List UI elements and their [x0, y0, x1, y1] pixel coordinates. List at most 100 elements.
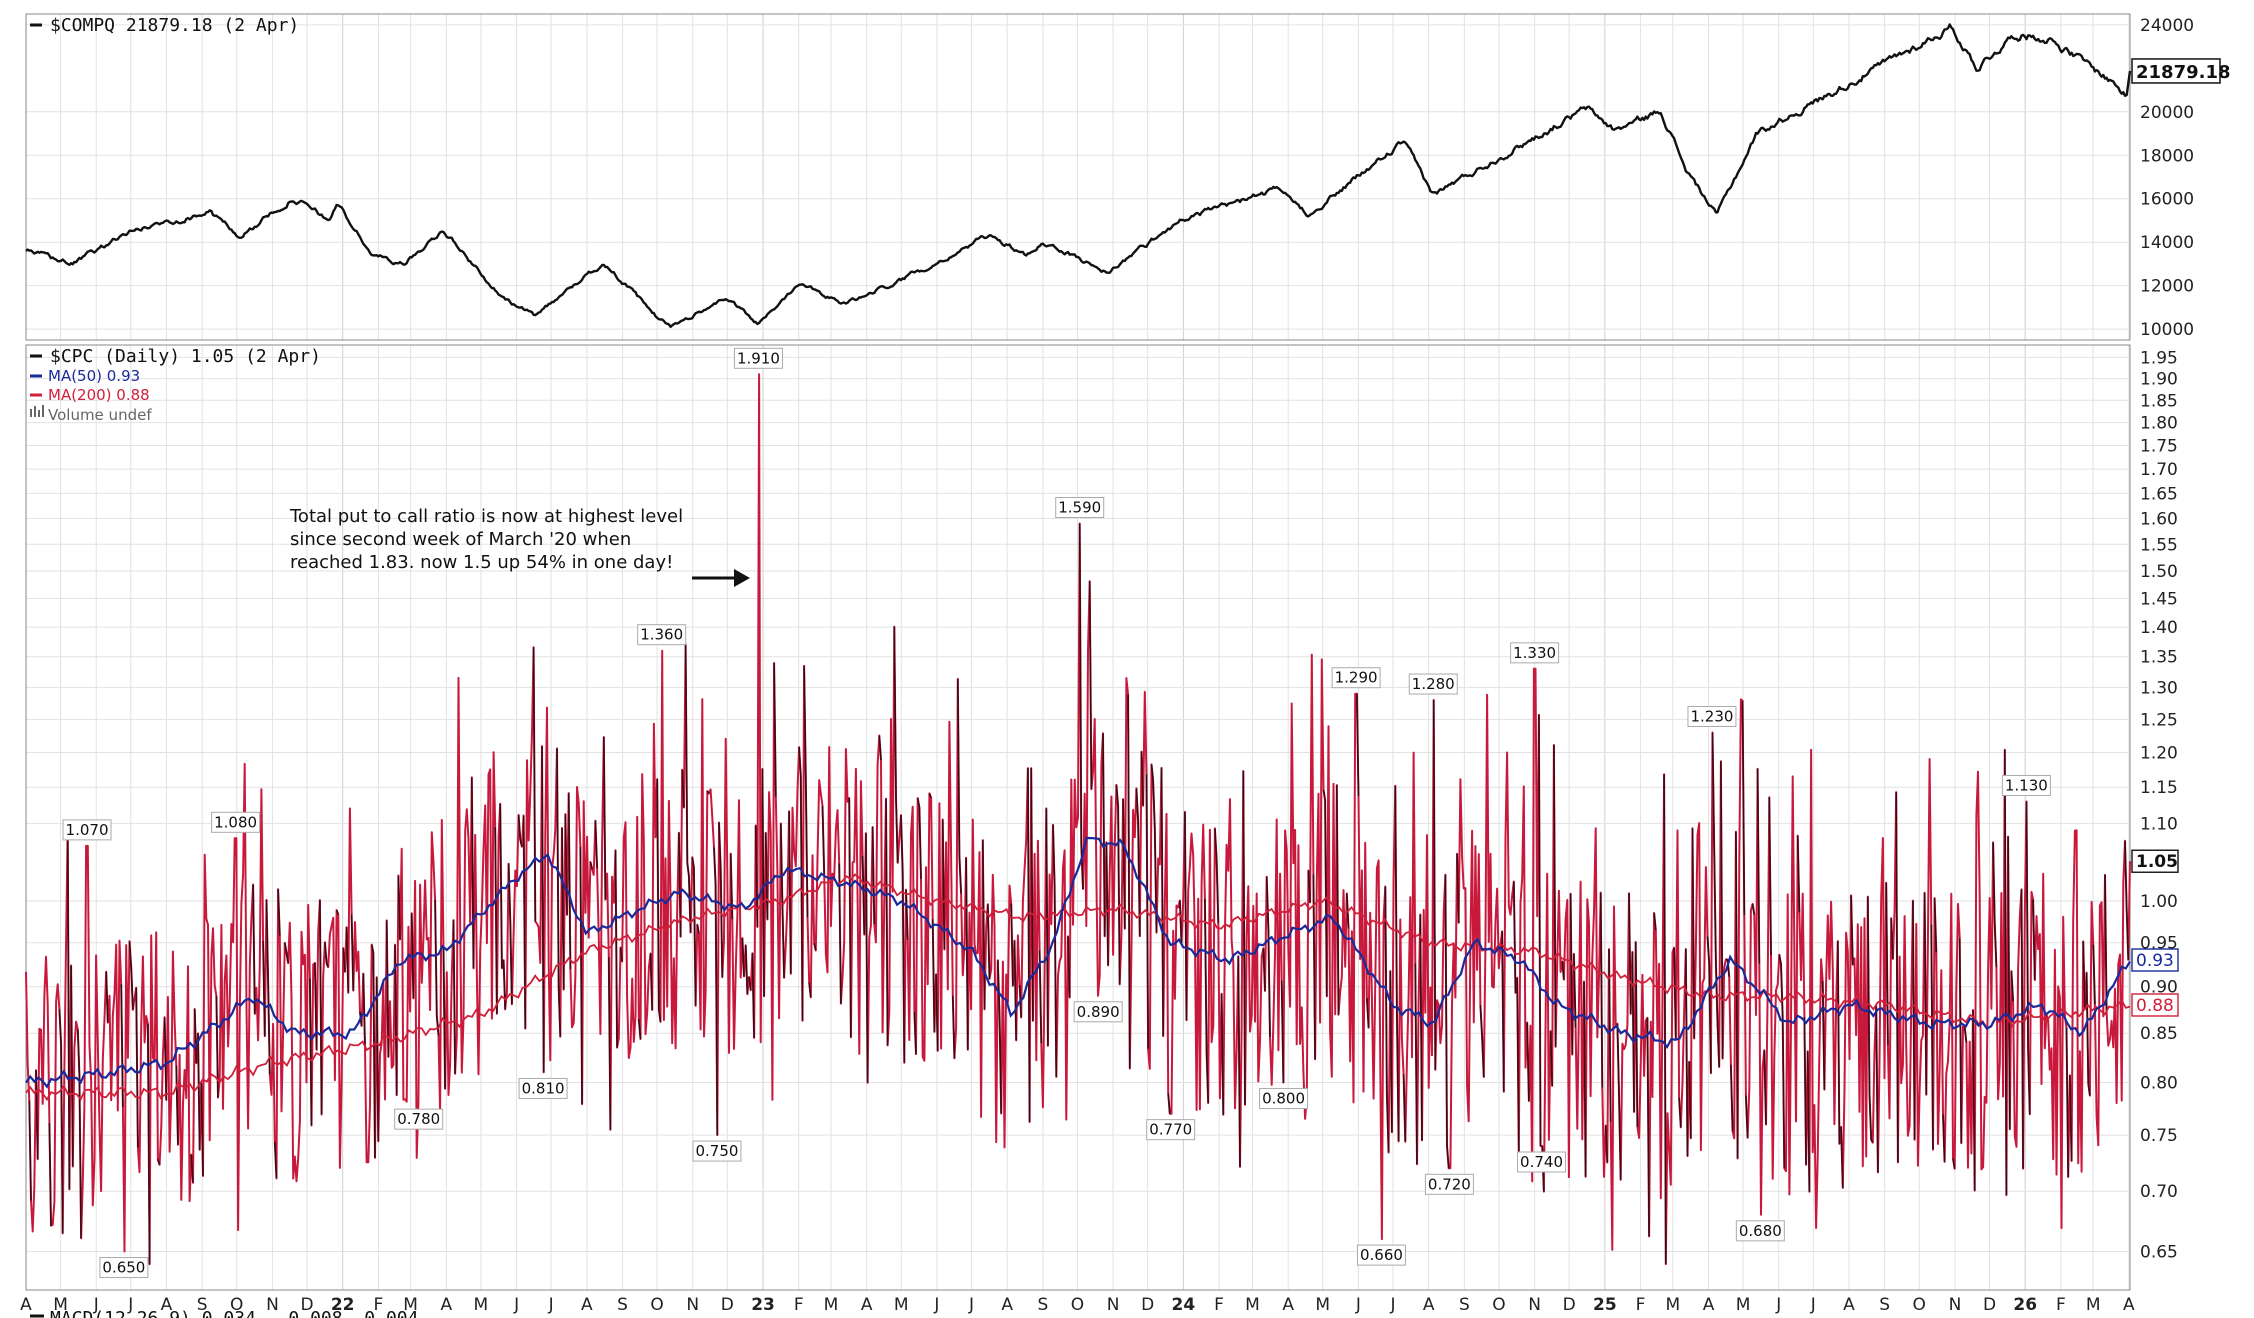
point-label-box [1073, 1001, 1123, 1023]
right-arrow-icon [692, 569, 750, 587]
x-tick-label: O [650, 1295, 663, 1315]
annotation: Total put to call ratio is now at highes… [289, 506, 750, 587]
x-tick-label: 26 [2013, 1295, 2037, 1315]
cpc-value-label: 1.05 [2136, 852, 2178, 872]
cpc-y-tick: 1.65 [2140, 484, 2178, 504]
x-tick-label: M [2086, 1295, 2101, 1315]
cpc-y-tick: 1.45 [2140, 590, 2178, 610]
volume-legend-label: Volume undef [48, 406, 152, 424]
x-tick-label: A [861, 1295, 873, 1315]
point-label-box [1510, 642, 1560, 664]
point-label-box [733, 347, 783, 369]
x-tick-label: F [374, 1295, 384, 1315]
annotation-line-2: since second week of March '20 when [290, 529, 631, 550]
x-tick-label: O [1492, 1295, 1505, 1315]
ma50-line [25, 836, 2131, 1089]
cpc-y-tick: 0.95 [2140, 934, 2178, 954]
x-tick-label: J [933, 1295, 939, 1315]
point-label-box [1356, 1244, 1406, 1266]
point-label: 1.070 [66, 821, 109, 839]
point-label-box [1517, 1151, 1567, 1173]
point-label: 1.130 [2005, 776, 2048, 794]
cpc-y-tick: 1.75 [2140, 436, 2178, 456]
x-tick-label: A [1282, 1295, 1294, 1315]
x-tick-label: S [1879, 1295, 1890, 1315]
price-y-tick: 16000 [2140, 190, 2194, 210]
price-y-tick: 12000 [2140, 277, 2194, 297]
x-tick-label: M [824, 1295, 839, 1315]
point-label: 0.770 [1149, 1121, 1192, 1139]
ma50-legend-label: MA(50) 0.93 [48, 367, 140, 385]
ma200-value-box [2131, 993, 2179, 1017]
point-label: 0.750 [695, 1142, 738, 1160]
x-tick-label: N [1528, 1295, 1541, 1315]
point-label: 1.280 [1412, 675, 1455, 693]
x-tick-label: J [548, 1295, 554, 1315]
price-y-tick: 18000 [2140, 146, 2194, 166]
x-tick-label: J [127, 1295, 133, 1315]
x-tick-label: 22 [331, 1295, 355, 1315]
point-label: 0.660 [1360, 1246, 1403, 1264]
x-tick-label: M [53, 1295, 68, 1315]
point-label-box [62, 819, 112, 841]
cpc-y-tick: 1.25 [2140, 710, 2178, 730]
annotation-line-1: Total put to call ratio is now at highes… [289, 506, 683, 527]
x-tick-label: J [1389, 1295, 1395, 1315]
price-series: 21879.18 [25, 23, 2231, 328]
cpc-y-tick: 1.35 [2140, 648, 2178, 668]
cpc-y-tick: 0.85 [2140, 1024, 2178, 1044]
x-tick-label: A [441, 1295, 453, 1315]
price-line [25, 23, 2132, 328]
x-tick-label: 25 [1593, 1295, 1617, 1315]
price-value-label: 21879.18 [2136, 62, 2231, 83]
x-tick-label: J [513, 1295, 519, 1315]
x-tick-label: A [20, 1295, 32, 1315]
volume-icon [30, 405, 44, 417]
cpc-y-tick: 1.10 [2140, 814, 2178, 834]
x-tick-label: M [894, 1295, 909, 1315]
cpc-y-tick: 0.65 [2140, 1243, 2178, 1263]
x-tick-label: A [1843, 1295, 1855, 1315]
point-label-box [1735, 1220, 1785, 1242]
x-tick-label: M [1736, 1295, 1751, 1315]
price-y-tick: 14000 [2140, 233, 2194, 253]
x-tick-label: M [403, 1295, 418, 1315]
x-tick-label: F [794, 1295, 804, 1315]
point-label: 1.910 [737, 349, 780, 367]
point-label: 0.680 [1739, 1222, 1782, 1240]
cpc-value-box [2131, 849, 2179, 873]
point-label: 0.800 [1262, 1090, 1305, 1108]
price-panel-frame [25, 13, 2131, 341]
point-label-box [1146, 1119, 1196, 1141]
macd-footer: MACD(12,26,9) 0.034, -0.008, 0.004 [30, 1308, 418, 1318]
x-tick-label: J [968, 1295, 974, 1315]
x-tick-label: S [617, 1295, 628, 1315]
point-label: 1.230 [1690, 707, 1733, 725]
x-tick-label: O [1913, 1295, 1926, 1315]
cpc-y-tick: 0.90 [2140, 978, 2178, 998]
ma50-value-box [2131, 948, 2179, 972]
cpc-y-tick: 0.70 [2140, 1182, 2178, 1202]
axis-frames [25, 13, 2131, 1291]
x-tick-label: 23 [751, 1295, 775, 1315]
axis-ticks: A M J J A S O N D 22 F M A M J J A S O N D 23 F M A M J J A S O N D 24 F M A… [20, 16, 2194, 1315]
x-tick-label: D [1141, 1295, 1154, 1315]
x-tick-label: J [1355, 1295, 1361, 1315]
x-tick-label: F [1214, 1295, 1224, 1315]
point-label-box [99, 1257, 149, 1279]
point-label: 1.590 [1058, 499, 1101, 517]
annotation-line-3: reached 1.83. now 1.5 up 54% in one day! [290, 552, 673, 573]
x-tick-label: M [1245, 1295, 1260, 1315]
cpc-y-tick: 1.55 [2140, 535, 2178, 555]
cpc-y-tick: 1.40 [2140, 618, 2178, 638]
x-tick-label: M [1315, 1295, 1330, 1315]
x-tick-label: D [721, 1295, 734, 1315]
point-label-box [394, 1108, 444, 1130]
point-label: 0.740 [1520, 1153, 1563, 1171]
cpc-legend-label: $CPC (Daily) 1.05 (2 Apr) [50, 346, 321, 367]
cpc-y-tick: 0.75 [2140, 1126, 2178, 1146]
point-label: 1.360 [640, 626, 683, 644]
cpc-series [25, 373, 2131, 1266]
x-tick-label: A [2123, 1295, 2135, 1315]
